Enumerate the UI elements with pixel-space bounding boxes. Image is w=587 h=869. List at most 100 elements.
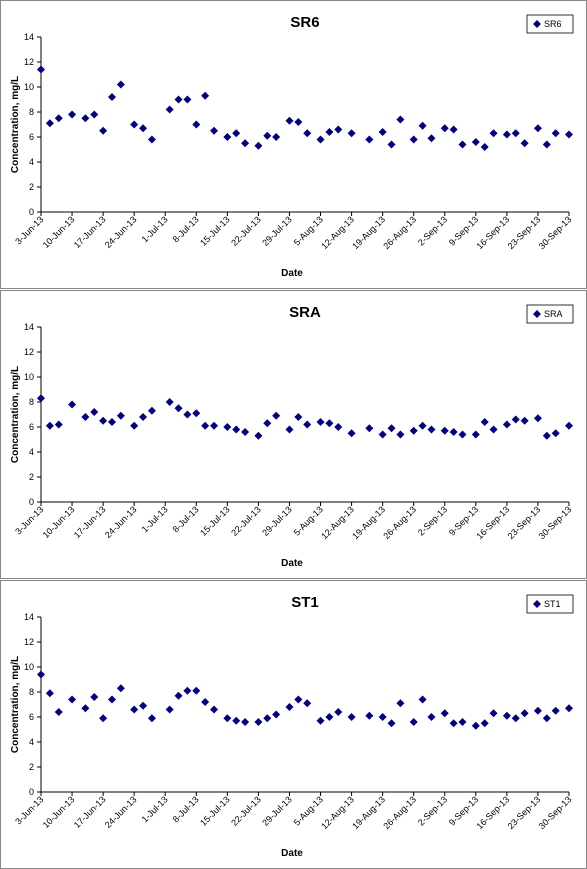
data-point bbox=[511, 415, 520, 424]
y-tick-label: 0 bbox=[29, 497, 34, 507]
data-point bbox=[427, 713, 436, 721]
data-point bbox=[511, 129, 520, 138]
data-point bbox=[99, 126, 108, 135]
y-tick-label: 0 bbox=[29, 787, 34, 797]
data-point bbox=[471, 138, 480, 146]
y-tick-label: 4 bbox=[29, 737, 34, 747]
y-tick-label: 12 bbox=[24, 347, 34, 357]
y-tick-label: 10 bbox=[24, 662, 34, 672]
legend-box bbox=[526, 304, 574, 324]
y-tick-label: 8 bbox=[29, 107, 34, 117]
data-point bbox=[81, 413, 90, 421]
y-tick-label: 4 bbox=[29, 157, 34, 167]
data-point bbox=[449, 125, 458, 134]
y-tick-label: 0 bbox=[29, 207, 34, 217]
data-point bbox=[378, 713, 387, 721]
legend-box bbox=[526, 594, 574, 614]
data-point bbox=[107, 418, 116, 426]
data-point bbox=[147, 135, 156, 144]
data-point bbox=[520, 416, 529, 425]
data-point bbox=[201, 91, 210, 100]
data-point bbox=[183, 410, 192, 419]
data-point bbox=[130, 120, 139, 129]
data-point bbox=[325, 419, 334, 428]
data-point bbox=[471, 430, 480, 439]
data-point bbox=[365, 424, 374, 433]
data-point bbox=[192, 686, 201, 695]
data-point bbox=[502, 711, 511, 720]
data-point bbox=[107, 695, 116, 704]
legend-marker bbox=[533, 600, 541, 608]
data-point bbox=[334, 708, 343, 716]
y-tick-label: 6 bbox=[29, 712, 34, 722]
chart-panel: 024681012143-Jun-1310-Jun-1317-Jun-1324-… bbox=[0, 580, 587, 869]
data-point bbox=[565, 704, 573, 713]
data-point bbox=[201, 698, 210, 706]
data-point bbox=[116, 684, 125, 693]
x-axis-label: Date bbox=[281, 558, 303, 569]
data-point bbox=[241, 139, 250, 148]
data-point bbox=[325, 128, 334, 136]
data-point bbox=[418, 121, 427, 130]
data-point bbox=[347, 429, 356, 438]
y-tick-label: 8 bbox=[29, 687, 34, 697]
data-point bbox=[303, 129, 312, 138]
data-point bbox=[210, 705, 219, 714]
data-point bbox=[533, 414, 542, 423]
data-point bbox=[440, 426, 449, 435]
data-point bbox=[365, 711, 374, 720]
data-point bbox=[263, 131, 272, 140]
data-point bbox=[254, 431, 263, 440]
data-point bbox=[396, 699, 405, 708]
data-point bbox=[316, 418, 325, 426]
y-tick-label: 2 bbox=[29, 762, 34, 772]
data-point bbox=[533, 124, 542, 133]
data-point bbox=[418, 421, 427, 430]
legend-label: ST1 bbox=[544, 599, 561, 609]
data-point bbox=[449, 428, 458, 436]
data-point bbox=[139, 413, 148, 421]
data-point bbox=[232, 716, 241, 725]
data-point bbox=[174, 404, 183, 413]
data-point bbox=[489, 425, 498, 434]
data-point bbox=[409, 426, 418, 435]
data-point bbox=[440, 124, 449, 133]
data-point bbox=[520, 139, 529, 148]
data-point bbox=[116, 80, 125, 89]
data-point bbox=[551, 706, 560, 715]
data-point bbox=[201, 421, 210, 430]
data-point bbox=[387, 424, 396, 433]
data-point bbox=[409, 135, 418, 144]
data-point bbox=[458, 430, 467, 439]
data-point bbox=[116, 411, 125, 420]
data-point bbox=[223, 423, 232, 431]
data-point bbox=[272, 710, 281, 719]
data-point bbox=[502, 420, 511, 429]
data-point bbox=[285, 116, 294, 125]
x-axis-label: Date bbox=[281, 268, 303, 279]
data-point bbox=[409, 718, 418, 726]
data-point bbox=[480, 719, 489, 728]
data-point bbox=[489, 709, 498, 718]
data-point bbox=[37, 670, 45, 679]
data-point bbox=[210, 421, 219, 430]
data-point bbox=[183, 95, 192, 104]
chart-panel: 024681012143-Jun-1310-Jun-1317-Jun-1324-… bbox=[0, 290, 587, 579]
data-point bbox=[272, 411, 281, 420]
y-tick-label: 2 bbox=[29, 472, 34, 482]
data-point bbox=[90, 693, 99, 701]
data-point bbox=[90, 110, 99, 119]
data-point bbox=[107, 93, 116, 101]
y-tick-label: 14 bbox=[24, 322, 34, 332]
data-point bbox=[334, 125, 343, 134]
chart-title: SR6 bbox=[290, 14, 319, 31]
data-point bbox=[183, 686, 192, 695]
data-point bbox=[139, 701, 148, 710]
data-point bbox=[210, 126, 219, 135]
data-point bbox=[254, 718, 263, 726]
data-point bbox=[458, 140, 467, 149]
chart-panel: 024681012143-Jun-1310-Jun-1317-Jun-1324-… bbox=[0, 0, 587, 289]
data-point bbox=[427, 134, 436, 143]
